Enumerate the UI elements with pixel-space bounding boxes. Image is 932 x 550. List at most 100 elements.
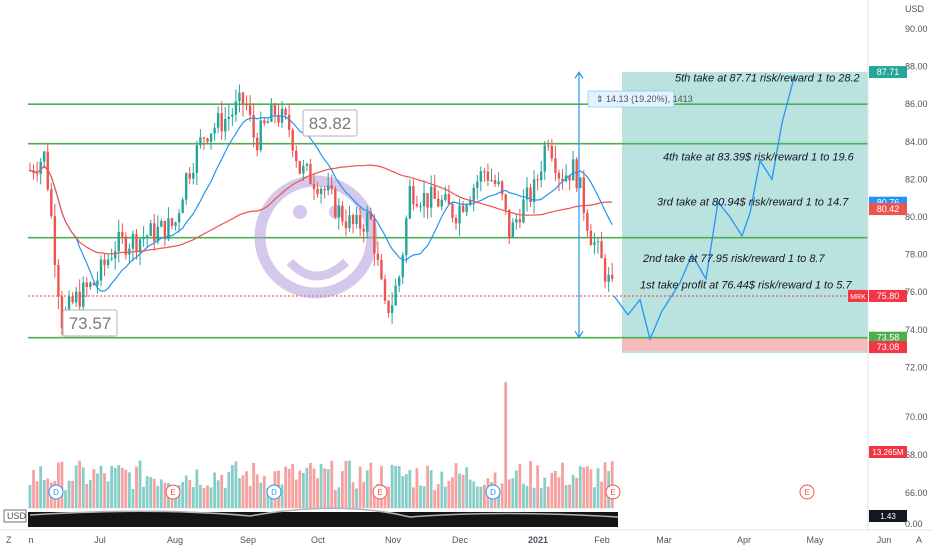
candle-body: [128, 248, 131, 255]
volume-bar: [564, 485, 568, 509]
candle-body: [209, 133, 213, 142]
x-tick-label: n: [28, 535, 33, 545]
candle-body: [160, 220, 163, 227]
volume-bar: [323, 468, 327, 509]
volume-bar: [539, 488, 543, 509]
candle-body: [422, 193, 426, 207]
event-marker: [799, 484, 815, 500]
indicator-zero-label: 0.00: [905, 519, 923, 529]
candle-body: [451, 203, 454, 219]
candle-body: [92, 282, 96, 286]
volume-bar: [372, 487, 376, 509]
candle-body: [334, 189, 337, 218]
price-label: 73.08: [877, 342, 900, 352]
volume-bar: [436, 484, 440, 509]
volume-bar: [557, 477, 561, 509]
candle-body: [71, 296, 74, 303]
candle-body: [476, 181, 479, 188]
volume-bar: [571, 474, 575, 509]
candle-body: [199, 137, 202, 146]
volume-bar: [184, 475, 188, 509]
volume-bar: [525, 485, 529, 509]
volume-bar: [593, 487, 596, 509]
candle-body: [110, 258, 113, 260]
volume-bar: [447, 480, 451, 509]
candle-body: [263, 120, 266, 124]
candle-body: [543, 145, 546, 172]
volume-bar: [223, 487, 227, 509]
y-tick-label: 74.00: [905, 325, 928, 335]
candle-body: [185, 173, 188, 200]
volume-bar: [163, 482, 167, 509]
volume-bar: [341, 471, 344, 509]
candle-body: [266, 121, 270, 124]
volume-bar: [128, 472, 131, 509]
price-label: 80.76: [877, 198, 900, 208]
candle-body: [433, 186, 436, 199]
candle-body: [596, 241, 600, 243]
volume-bar: [468, 479, 472, 509]
candle-body: [287, 114, 291, 130]
candle-body: [412, 185, 415, 205]
volume-bar: [248, 485, 252, 509]
candle-body: [248, 105, 252, 115]
volume-bar: [291, 464, 295, 509]
volume-bar: [440, 471, 444, 509]
volume-bar: [529, 461, 532, 509]
candle-body: [131, 233, 135, 249]
volume-bar: [262, 475, 266, 509]
price-label: 80.42: [877, 204, 900, 214]
volume-label-box: [869, 446, 907, 458]
target-annotation: 1st take profit at 76.44$ risk/reward 1 …: [640, 279, 852, 291]
y-tick-label: 90.00: [905, 24, 928, 34]
volume-bar: [397, 466, 401, 509]
volume-bar: [412, 487, 415, 509]
volume-bar: [351, 482, 355, 509]
volume-bar: [280, 484, 284, 509]
volume-bar: [202, 488, 206, 509]
candle-body: [461, 205, 465, 212]
volume-bar: [106, 481, 110, 509]
candle-body: [117, 231, 120, 252]
candle-body: [603, 258, 607, 282]
symbol-tag: MRK: [850, 294, 866, 301]
candle-body: [35, 173, 39, 175]
candle-body: [398, 277, 401, 286]
candle-body: [472, 187, 475, 201]
candle-body: [277, 114, 280, 123]
volume-bar: [241, 475, 245, 509]
y-tick-label: 72.00: [905, 362, 928, 372]
volume-bar: [177, 485, 181, 509]
volume-bar: [337, 487, 341, 509]
volume-bar: [88, 479, 92, 509]
volume-bar: [206, 485, 209, 509]
callout-low-box: [62, 309, 118, 337]
volume-bar: [536, 465, 540, 509]
volume-bar: [585, 466, 589, 509]
volume-bar: [511, 478, 515, 509]
candle-body: [74, 291, 78, 303]
candle-body: [298, 161, 301, 174]
volume-bar: [234, 461, 238, 509]
price-label-box: [869, 331, 907, 344]
volume-bar: [472, 481, 476, 509]
candle-body: [611, 274, 614, 279]
candle-body: [575, 159, 578, 189]
measure-arrow-head-down: [574, 330, 584, 339]
candle-body: [344, 221, 348, 229]
volume-bar: [287, 468, 291, 509]
volume-bar: [358, 466, 362, 509]
volume-bar: [266, 488, 270, 509]
candle-body: [579, 177, 582, 189]
x-tick-label: 2021: [528, 535, 548, 545]
candle-body: [295, 150, 298, 162]
x-tick-label: Dec: [452, 535, 469, 545]
volume-bar: [589, 469, 593, 509]
candle-body: [550, 146, 554, 159]
volume-bar: [394, 465, 398, 509]
volume-bar: [159, 479, 163, 509]
volume-bar: [401, 476, 405, 509]
candle-body: [206, 138, 209, 142]
candle-body: [469, 200, 472, 206]
